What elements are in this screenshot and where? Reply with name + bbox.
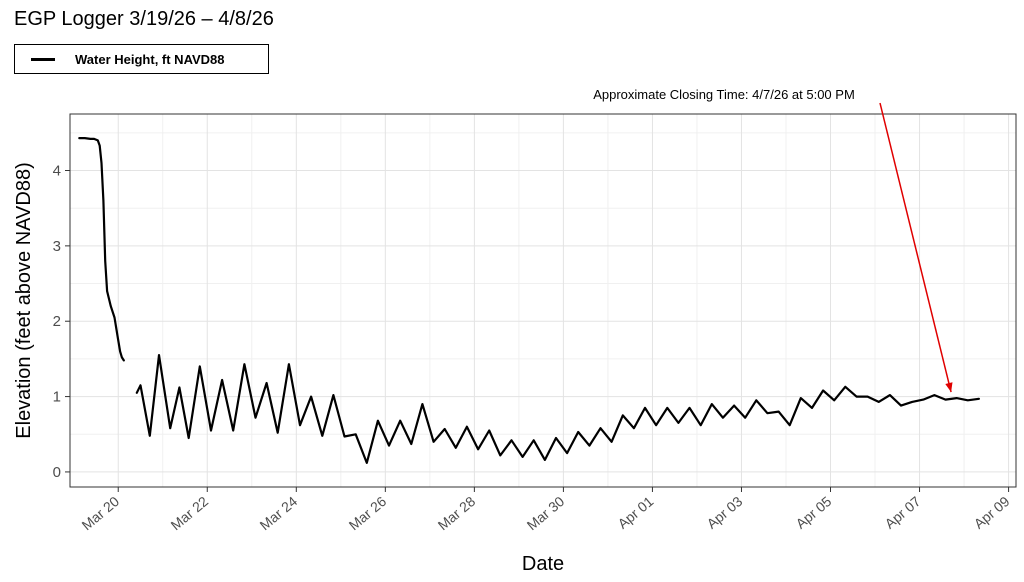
x-tick-label: Mar 24	[257, 493, 301, 533]
y-tick-label: 4	[53, 163, 61, 180]
axis-layer: Mar 20 Mar 22 Mar 24 Mar 26 Mar 28 Mar 30 Apr …	[53, 163, 1013, 534]
y-tick-label: 0	[53, 464, 61, 481]
grid-layer	[70, 114, 1016, 487]
annotation-layer: Approximate Closing Time: 4/7/26 at 5:00…	[593, 87, 953, 393]
chart-title: EGP Logger 3/19/26 – 4/8/26	[14, 8, 274, 30]
x-tick-label: Mar 28	[435, 493, 479, 533]
y-tick-label: 3	[53, 238, 61, 255]
x-axis-title: Date	[522, 553, 564, 575]
legend: Water Height, ft NAVD88	[14, 44, 269, 74]
legend-line-swatch	[31, 57, 55, 61]
x-tick-label: Mar 20	[78, 493, 122, 533]
x-tick-label: Mar 30	[524, 493, 568, 533]
legend-label: Water Height, ft NAVD88	[75, 51, 225, 67]
series-line-segment	[135, 354, 981, 464]
annotation-arrow-shaft	[879, 102, 952, 393]
y-tick-label: 1	[53, 389, 61, 406]
annotation-arrow-head	[945, 382, 953, 393]
y-axis-title: Elevation (feet above NAVD88)	[13, 162, 35, 438]
x-tick-label: Apr 09	[971, 493, 1013, 532]
y-tick-label: 2	[53, 313, 61, 330]
plot-frame	[69, 113, 1017, 488]
x-tick-label: Apr 05	[793, 493, 835, 532]
x-tick-label: Apr 03	[704, 493, 746, 532]
series-layer	[78, 137, 981, 464]
x-tick-label: Mar 22	[168, 493, 212, 533]
x-tick-label: Mar 26	[346, 493, 390, 533]
x-tick-label: Apr 07	[882, 493, 924, 532]
annotation-label: Approximate Closing Time: 4/7/26 at 5:00…	[593, 87, 855, 102]
series-line-segment	[78, 137, 125, 362]
x-tick-label: Apr 01	[614, 493, 656, 532]
